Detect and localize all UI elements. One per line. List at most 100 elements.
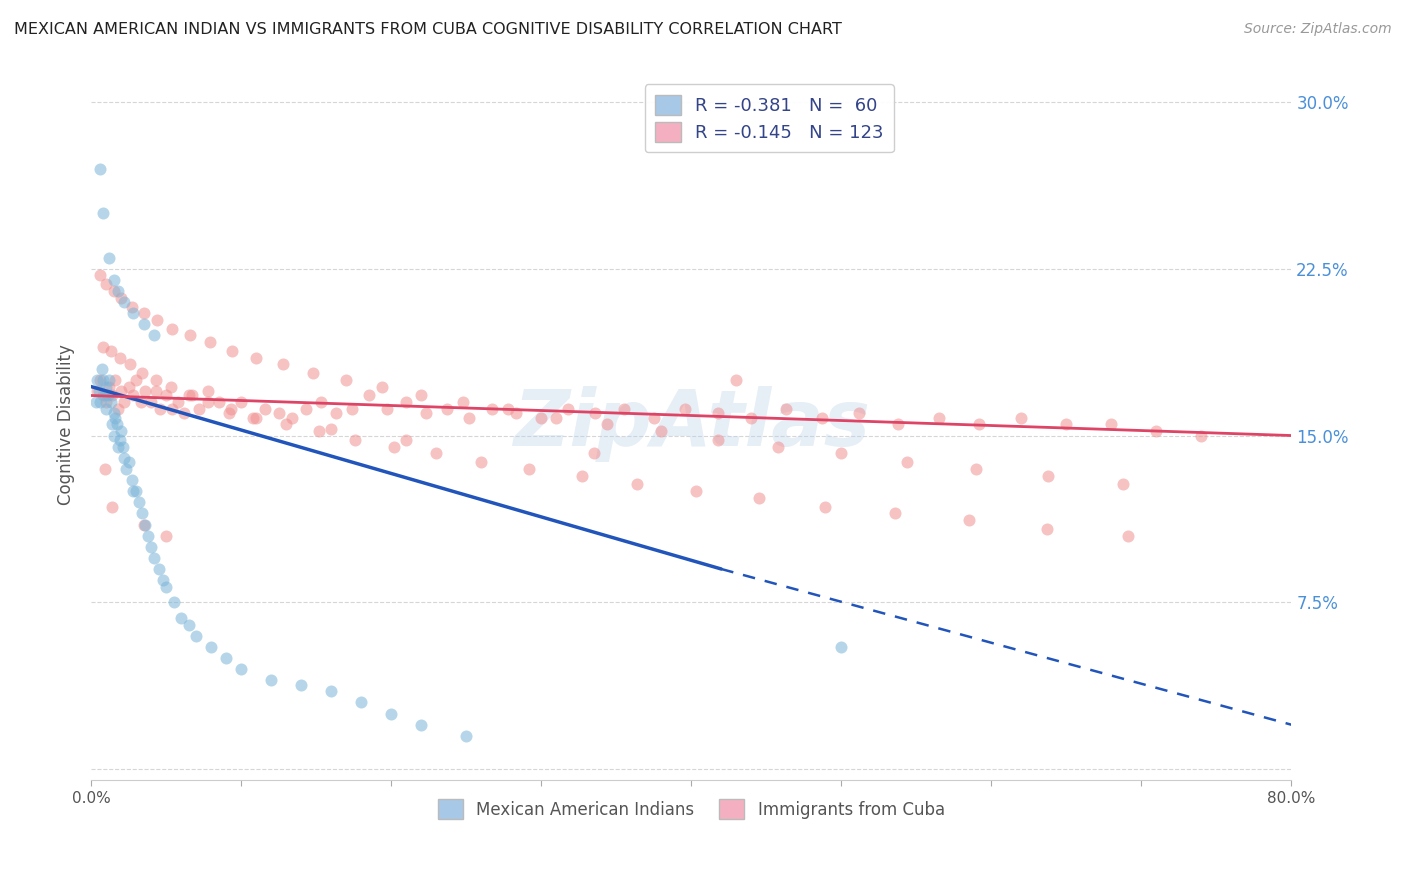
Point [163, 595, 186, 609]
Point [245, 351, 267, 365]
Point [179, 328, 201, 343]
Point [87, 384, 110, 398]
Point [188, 401, 211, 416]
Point [969, 417, 991, 432]
Point [160, 322, 183, 336]
Point [91, 340, 114, 354]
Point [596, 417, 619, 432]
Point [143, 550, 166, 565]
Point [546, 410, 568, 425]
Point [382, 440, 405, 454]
Point [97, 388, 120, 402]
Point [200, 640, 222, 654]
Point [84, 395, 107, 409]
Point [395, 433, 418, 447]
Point [335, 373, 357, 387]
Point [1144, 424, 1167, 438]
Point [104, 410, 127, 425]
Point [155, 388, 177, 402]
Point [148, 562, 170, 576]
Point [218, 406, 240, 420]
Point [810, 410, 832, 425]
Point [118, 379, 141, 393]
Point [96, 401, 118, 416]
Point [103, 273, 125, 287]
Point [90, 361, 112, 376]
Point [208, 395, 231, 409]
Point [132, 306, 155, 320]
Point [1116, 528, 1139, 542]
Point [155, 580, 177, 594]
Point [141, 395, 163, 409]
Point [271, 357, 294, 371]
Point [344, 433, 367, 447]
Point [136, 528, 159, 542]
Point [1036, 522, 1059, 536]
Point [557, 401, 579, 416]
Point [98, 379, 121, 393]
Point [170, 611, 193, 625]
Point [110, 291, 132, 305]
Point [530, 410, 553, 425]
Point [145, 373, 167, 387]
Point [458, 410, 481, 425]
Point [302, 366, 325, 380]
Point [375, 401, 398, 416]
Point [86, 373, 108, 387]
Point [110, 384, 132, 398]
Point [505, 406, 527, 420]
Point [149, 401, 172, 416]
Point [114, 462, 136, 476]
Point [848, 406, 870, 420]
Point [103, 284, 125, 298]
Point [101, 388, 124, 402]
Point [436, 401, 458, 416]
Point [104, 373, 127, 387]
Point [219, 401, 242, 416]
Point [481, 401, 503, 416]
Point [100, 344, 122, 359]
Point [131, 366, 153, 380]
Point [105, 417, 128, 432]
Point [180, 388, 202, 402]
Point [125, 373, 148, 387]
Point [89, 161, 111, 176]
Point [122, 388, 145, 402]
Point [134, 384, 156, 398]
Point [122, 484, 145, 499]
Point [294, 401, 316, 416]
Point [1099, 417, 1122, 432]
Legend: Mexican American Indians, Immigrants from Cuba: Mexican American Indians, Immigrants fro… [432, 793, 952, 825]
Point [1112, 477, 1135, 491]
Point [89, 268, 111, 283]
Point [110, 424, 132, 438]
Point [425, 446, 447, 460]
Point [673, 401, 696, 416]
Point [896, 455, 918, 469]
Point [160, 401, 183, 416]
Point [707, 406, 730, 420]
Point [290, 678, 312, 692]
Point [103, 406, 125, 420]
Point [93, 388, 115, 402]
Point [91, 206, 114, 220]
Point [129, 395, 152, 409]
Point [86, 384, 108, 398]
Point [740, 410, 762, 425]
Point [626, 477, 648, 491]
Point [98, 251, 121, 265]
Point [103, 428, 125, 442]
Point [231, 395, 253, 409]
Point [260, 673, 283, 688]
Point [748, 491, 770, 505]
Point [121, 300, 143, 314]
Point [112, 450, 135, 465]
Point [685, 484, 707, 499]
Point [146, 313, 169, 327]
Point [395, 395, 418, 409]
Point [965, 462, 987, 476]
Point [242, 410, 264, 425]
Point [167, 395, 190, 409]
Point [108, 351, 131, 365]
Y-axis label: Cognitive Disability: Cognitive Disability [58, 344, 75, 505]
